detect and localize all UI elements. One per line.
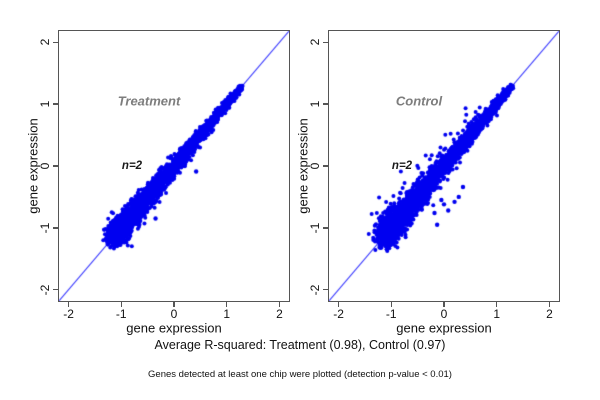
x-tick-mark: [173, 302, 175, 307]
x-tick-mark: [337, 302, 340, 307]
y-tick-label: 1: [38, 100, 52, 108]
control-scatter-canvas: [328, 30, 560, 302]
x-tick-label: -1: [115, 307, 127, 321]
control-x-axis-label: gene expression: [396, 320, 492, 336]
y-tick-label: -1: [38, 222, 52, 234]
x-tick-mark: [495, 302, 498, 307]
r-squared-caption: Average R-squared: Treatment (0.98), Con…: [154, 338, 446, 352]
y-tick-label: 2: [38, 39, 52, 46]
y-tick-mark: [53, 227, 58, 229]
treatment-panel-title: Treatment: [117, 93, 181, 109]
detection-footnote: Genes detected at least one chip were pl…: [148, 369, 452, 380]
x-tick-label: 1: [493, 307, 501, 321]
treatment-x-axis-label: gene expression: [126, 320, 222, 336]
y-tick-label: -2: [38, 284, 52, 295]
y-tick-mark: [323, 227, 328, 229]
y-tick-mark: [53, 165, 58, 167]
x-tick-mark: [278, 302, 281, 307]
x-tick-label: 2: [546, 307, 553, 321]
y-tick-mark: [53, 103, 58, 105]
x-tick-mark: [548, 302, 551, 307]
y-tick-label: 1: [308, 100, 322, 108]
x-tick-label: -2: [63, 307, 74, 321]
y-tick-label: 2: [308, 39, 322, 46]
x-tick-mark: [225, 302, 228, 307]
control-n-annotation: n=2: [391, 160, 413, 172]
y-tick-mark: [323, 288, 328, 291]
y-tick-mark: [53, 288, 58, 291]
x-tick-label: 1: [223, 307, 231, 321]
x-tick-label: -1: [385, 307, 397, 321]
x-tick-label: 0: [440, 307, 448, 321]
x-tick-mark: [67, 302, 70, 307]
x-tick-mark: [390, 302, 393, 307]
control-panel-title: Control: [395, 93, 443, 109]
y-tick-mark: [53, 41, 58, 44]
treatment-scatter-canvas: [58, 30, 290, 302]
y-tick-mark: [323, 103, 328, 105]
y-tick-label: 0: [308, 162, 322, 170]
x-tick-mark: [120, 302, 123, 307]
treatment-n-annotation: n=2: [121, 160, 143, 172]
y-tick-mark: [323, 41, 328, 44]
x-tick-label: 0: [170, 307, 178, 321]
x-tick-mark: [443, 302, 445, 307]
y-tick-label: 0: [38, 162, 52, 170]
y-tick-label: -2: [308, 284, 322, 295]
y-tick-mark: [323, 165, 328, 167]
y-tick-label: -1: [308, 222, 322, 234]
x-tick-label: 2: [276, 307, 283, 321]
x-tick-label: -2: [333, 307, 344, 321]
